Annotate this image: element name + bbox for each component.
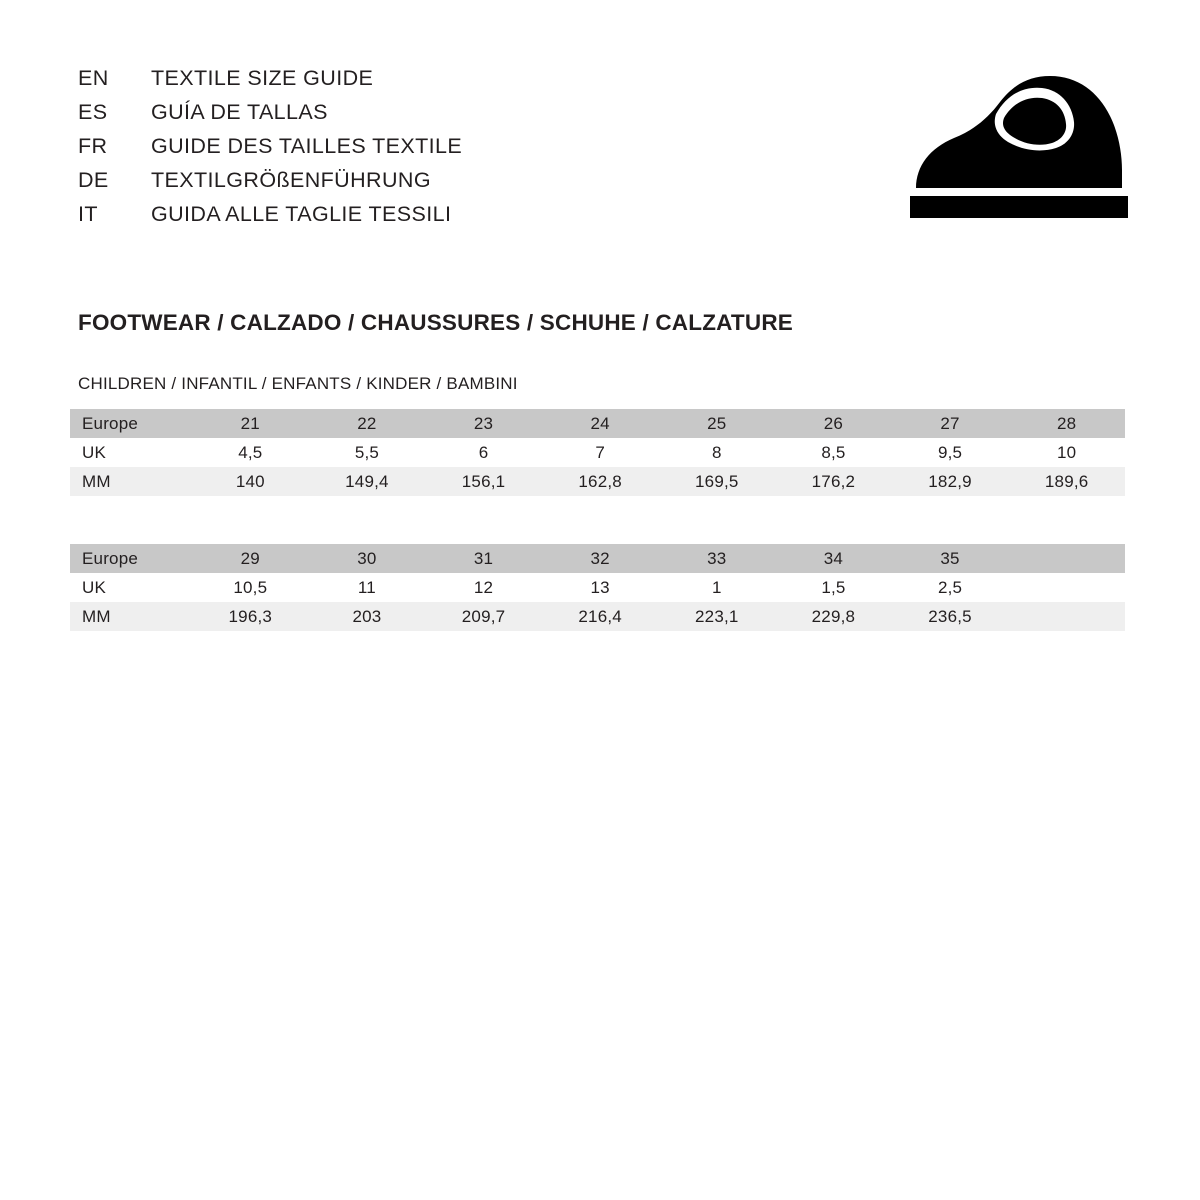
language-label: GUIDE DES TAILLES TEXTILE — [151, 134, 463, 158]
table-cell: 24 — [541, 409, 659, 438]
language-code: EN — [78, 66, 109, 90]
language-code: IT — [78, 202, 98, 226]
table-cell: 7 — [541, 438, 659, 467]
header: EN TEXTILE SIZE GUIDE ES GUÍA DE TALLAS FR GU… — [78, 62, 1138, 230]
table-cell: 13 — [541, 573, 659, 602]
table-cell: 2,5 — [891, 573, 1009, 602]
shoe-icon — [900, 70, 1130, 230]
table-cell: 162,8 — [541, 467, 659, 496]
table-cell: 1 — [658, 573, 776, 602]
table-cell: 5,5 — [308, 438, 426, 467]
row-label: UK — [70, 573, 192, 602]
language-row: IT GUIDA ALLE TAGLIE TESSILI — [78, 198, 462, 230]
table-cell: 30 — [308, 544, 426, 573]
table-cell: 11 — [308, 573, 426, 602]
table-row: Europe 21 22 23 24 25 26 27 28 — [70, 409, 1125, 438]
table-cell: 8 — [658, 438, 776, 467]
table-cell: 35 — [891, 544, 1009, 573]
language-label: TEXTILGRÖßENFÜHRUNG — [151, 168, 431, 192]
table-cell: 28 — [1008, 409, 1125, 438]
table-cell: 12 — [425, 573, 542, 602]
table-cell: 31 — [425, 544, 542, 573]
table-cell: 10 — [1008, 438, 1125, 467]
table-row: Europe 29 30 31 32 33 34 35 — [70, 544, 1125, 573]
table-cell: 33 — [658, 544, 776, 573]
table-cell: 9,5 — [891, 438, 1009, 467]
table-cell: 21 — [192, 409, 309, 438]
table-row: MM 196,3 203 209,7 216,4 223,1 229,8 236,5 — [70, 602, 1125, 631]
table-row: UK 10,5 11 12 13 1 1,5 2,5 — [70, 573, 1125, 602]
table-row: MM 140 149,4 156,1 162,8 169,5 176,2 182,9 189,6 — [70, 467, 1125, 496]
language-row: FR GUIDE DES TAILLES TEXTILE — [78, 130, 462, 162]
table-cell: 209,7 — [425, 602, 542, 631]
size-table-children-1: Europe 21 22 23 24 25 26 27 28 UK 4,5 5,5 6 7 8 8,5 9,5 1… — [70, 409, 1125, 496]
section-title: FOOTWEAR / CALZADO / CHAUSSURES / SCHUHE… — [78, 310, 793, 335]
table-cell: 229,8 — [775, 602, 892, 631]
table-cell: 22 — [308, 409, 426, 438]
language-row: ES GUÍA DE TALLAS — [78, 96, 462, 128]
row-label: Europe — [70, 409, 192, 438]
language-label: GUÍA DE TALLAS — [151, 100, 328, 124]
language-code: DE — [78, 168, 109, 192]
language-row: EN TEXTILE SIZE GUIDE — [78, 62, 462, 94]
table-cell: 29 — [192, 544, 309, 573]
table-cell: 25 — [658, 409, 776, 438]
language-label: GUIDA ALLE TAGLIE TESSILI — [151, 202, 452, 226]
section-subtitle: CHILDREN / INFANTIL / ENFANTS / KINDER /… — [78, 374, 518, 393]
table-cell: 149,4 — [308, 467, 426, 496]
table-cell: 4,5 — [192, 438, 309, 467]
table-cell: 203 — [308, 602, 426, 631]
table-cell: 8,5 — [775, 438, 892, 467]
table-cell: 176,2 — [775, 467, 892, 496]
table-cell: 189,6 — [1008, 467, 1125, 496]
row-label: MM — [70, 602, 192, 631]
row-label: Europe — [70, 544, 192, 573]
table-row: UK 4,5 5,5 6 7 8 8,5 9,5 10 — [70, 438, 1125, 467]
row-label: MM — [70, 467, 192, 496]
table-cell: 32 — [541, 544, 659, 573]
table-cell: 223,1 — [658, 602, 776, 631]
table-cell: 169,5 — [658, 467, 776, 496]
table-cell: 196,3 — [192, 602, 309, 631]
table-cell: 182,9 — [891, 467, 1009, 496]
table-cell: 1,5 — [775, 573, 892, 602]
size-table-children-2: Europe 29 30 31 32 33 34 35 UK 10,5 11 12 13 1 1,5 2,5 M… — [70, 544, 1125, 631]
table-cell: 26 — [775, 409, 892, 438]
table-cell: 27 — [891, 409, 1009, 438]
language-row: DE TEXTILGRÖßENFÜHRUNG — [78, 164, 462, 196]
language-code: ES — [78, 100, 108, 124]
table-cell: 10,5 — [192, 573, 309, 602]
table-cell: 6 — [425, 438, 542, 467]
language-list: EN TEXTILE SIZE GUIDE ES GUÍA DE TALLAS FR GU… — [78, 62, 462, 230]
table-cell — [1008, 544, 1125, 573]
table-cell: 236,5 — [891, 602, 1009, 631]
language-code: FR — [78, 134, 108, 158]
table-cell — [1008, 573, 1125, 602]
table-cell: 140 — [192, 467, 309, 496]
table-cell: 23 — [425, 409, 542, 438]
language-label: TEXTILE SIZE GUIDE — [151, 66, 374, 90]
table-cell: 34 — [775, 544, 892, 573]
table-cell — [1008, 602, 1125, 631]
table-cell: 156,1 — [425, 467, 542, 496]
table-cell: 216,4 — [541, 602, 659, 631]
row-label: UK — [70, 438, 192, 467]
